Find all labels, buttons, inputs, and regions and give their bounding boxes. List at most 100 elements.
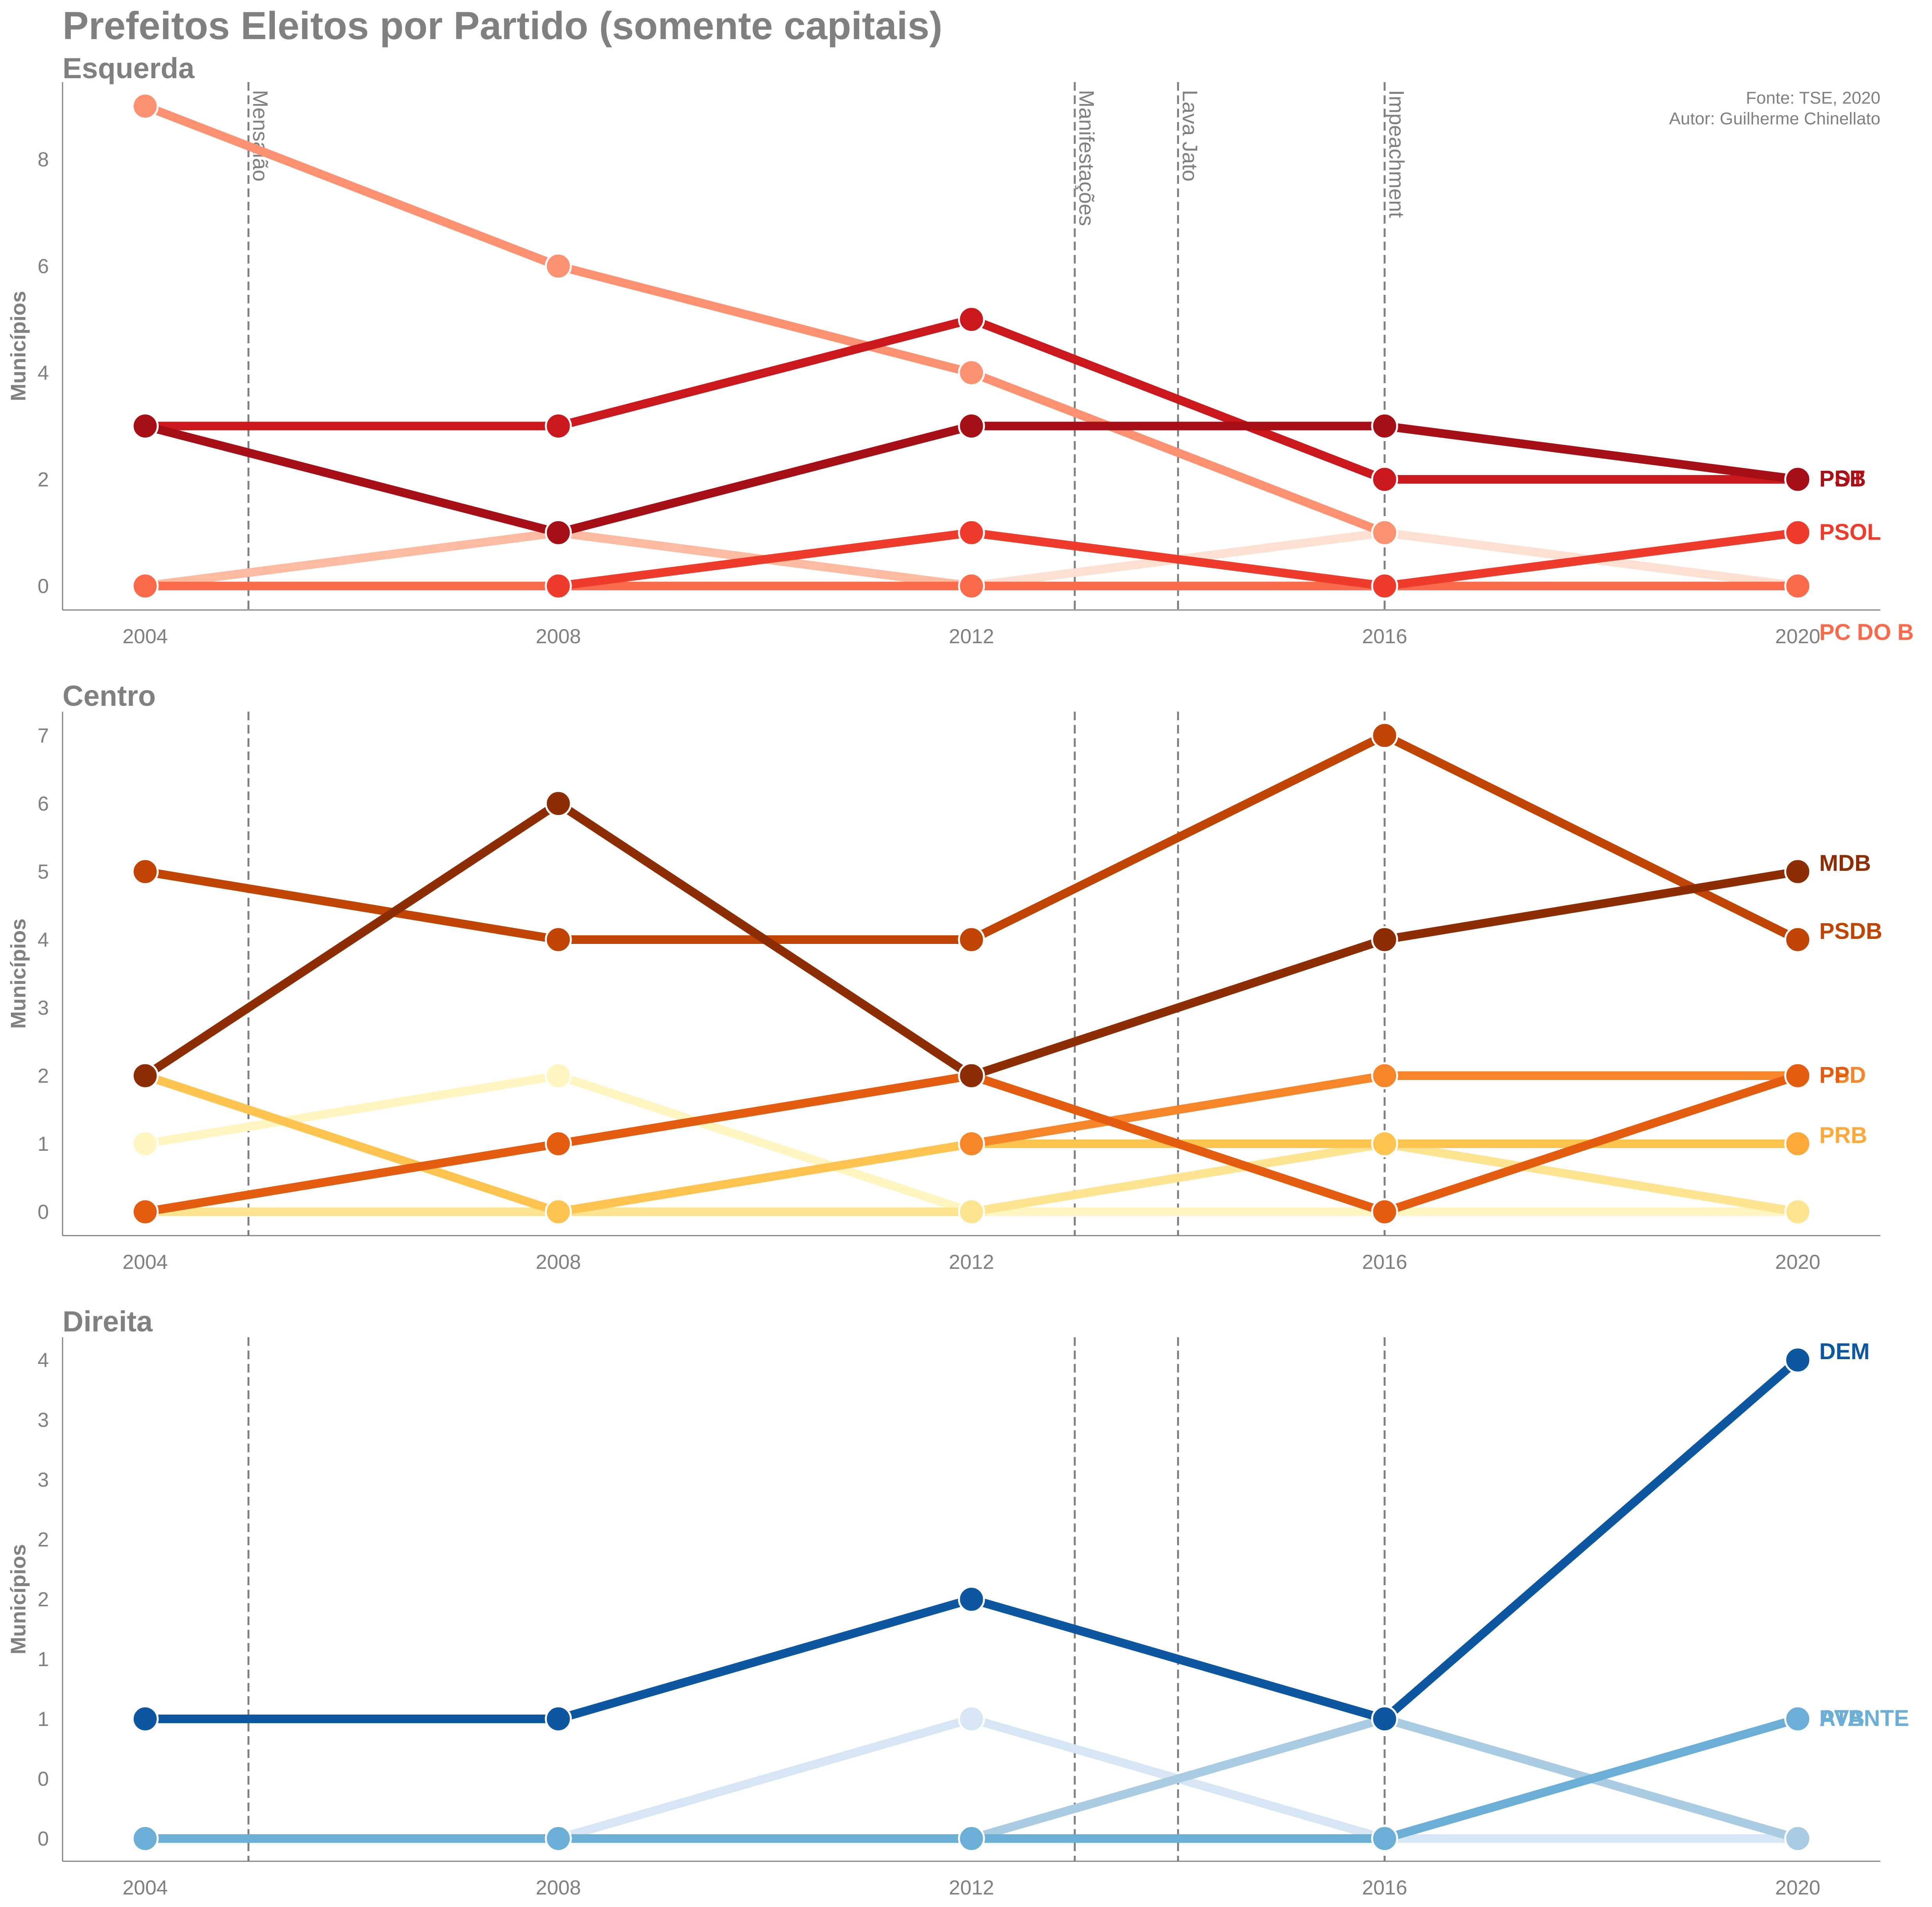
data-point (1371, 572, 1398, 600)
event-label: Impeachment (1385, 90, 1408, 218)
data-point (131, 92, 159, 120)
x-tick-label: 2012 (949, 1251, 994, 1274)
x-tick-label: 2004 (123, 1877, 168, 1899)
y-tick-label: 7 (38, 725, 49, 747)
y-tick-label: 6 (38, 255, 49, 278)
y-tick-label: 8 (38, 149, 49, 171)
y-axis-label: Municípios (7, 1544, 30, 1654)
panel-title: Centro (63, 680, 156, 712)
data-point (1784, 1346, 1812, 1374)
data-point (131, 1825, 159, 1852)
data-point (1371, 926, 1398, 953)
series-line (141, 1714, 1802, 1843)
x-tick-label: 2012 (949, 625, 994, 648)
data-point (545, 572, 572, 600)
x-tick-label: 2020 (1775, 625, 1821, 648)
series-prb: PRB (1784, 1123, 1867, 1157)
data-point (545, 1705, 572, 1733)
series-line (141, 1356, 1802, 1723)
x-tick-label: 2008 (536, 1877, 581, 1899)
y-tick-label: 4 (38, 929, 49, 951)
y-axis-label: Municípios (7, 919, 30, 1029)
data-point (1784, 1198, 1812, 1225)
y-tick-label: 2 (38, 1588, 49, 1611)
x-tick-label: 2008 (536, 1251, 581, 1274)
data-point (958, 926, 985, 953)
x-tick-label: 2016 (1362, 1251, 1407, 1274)
data-point (1371, 1825, 1398, 1852)
data-point (958, 413, 985, 440)
data-point (1784, 858, 1812, 885)
y-tick-label: 4 (38, 362, 49, 384)
series-psb: PSB (131, 413, 1866, 546)
data-point (1371, 1130, 1398, 1157)
data-point (958, 1825, 985, 1852)
data-point (545, 519, 572, 546)
y-tick-label: 4 (38, 1349, 49, 1372)
data-point (1371, 1705, 1398, 1733)
x-tick-label: 2004 (123, 1251, 168, 1274)
y-tick-label: 0 (38, 575, 49, 598)
y-tick-label: 0 (38, 1768, 49, 1790)
data-point (958, 519, 985, 546)
data-point (131, 1130, 159, 1157)
data-point (1784, 519, 1812, 546)
data-point (1371, 413, 1398, 440)
data-point (545, 413, 572, 440)
data-point (131, 1062, 159, 1089)
data-point (958, 1130, 985, 1157)
series-mdb: MDB (131, 790, 1871, 1089)
data-point (1371, 1062, 1398, 1089)
series-label: PSDB (1819, 919, 1882, 944)
series-line (554, 528, 1802, 590)
data-point (131, 413, 159, 440)
data-point (131, 858, 159, 885)
data-point (958, 572, 985, 600)
y-tick-label: 0 (38, 1828, 49, 1850)
data-point (1784, 572, 1812, 600)
series-psol: PSOL (545, 519, 1881, 600)
chart-title: Prefeitos Eleitos por Partido (somente c… (63, 4, 943, 48)
y-tick-label: 1 (38, 1708, 49, 1731)
data-point (1371, 466, 1398, 493)
series-label: PSD (1819, 1062, 1866, 1088)
y-tick-label: 0 (38, 1201, 49, 1223)
series-label: DEM (1819, 1339, 1870, 1364)
series-label: PTB (1819, 1706, 1865, 1731)
data-point (545, 1198, 572, 1225)
data-point (1784, 1130, 1812, 1157)
data-point (545, 1825, 572, 1852)
y-tick-label: 2 (38, 1065, 49, 1087)
data-point (1371, 722, 1398, 749)
series-pc-do-b: PC DO B (131, 572, 1914, 645)
x-tick-label: 2012 (949, 1877, 994, 1899)
data-point (958, 1062, 985, 1089)
x-tick-label: 2004 (123, 625, 168, 648)
y-tick-label: 6 (38, 793, 49, 815)
chart-panel-1: Esquerda Municípios 0 2 4 6 8 2004 2008 2012 2016 2… (7, 52, 1914, 648)
y-tick-label: 5 (38, 861, 49, 883)
data-point (958, 359, 985, 386)
data-point (545, 790, 572, 817)
data-point (1371, 519, 1398, 546)
y-tick-label: 2 (38, 468, 49, 491)
data-point (1784, 1062, 1812, 1089)
series-line (141, 102, 1389, 537)
data-point (1784, 926, 1812, 953)
data-point (545, 252, 572, 280)
data-point (545, 926, 572, 953)
series-label: MDB (1819, 850, 1871, 876)
x-tick-label: 2008 (536, 625, 581, 648)
series-label: PDT (1819, 466, 1865, 492)
data-point (1784, 466, 1812, 493)
series-label: PC DO B (1819, 620, 1914, 645)
author-note: Autor: Guilherme Chinellato (1669, 109, 1880, 128)
series-dem: DEM (131, 1339, 1870, 1733)
series-label: PP (1819, 1062, 1850, 1088)
data-point (1784, 1705, 1812, 1733)
y-tick-label: 3 (38, 997, 49, 1019)
y-tick-label: 1 (38, 1648, 49, 1671)
panel-title: Esquerda (63, 52, 195, 84)
